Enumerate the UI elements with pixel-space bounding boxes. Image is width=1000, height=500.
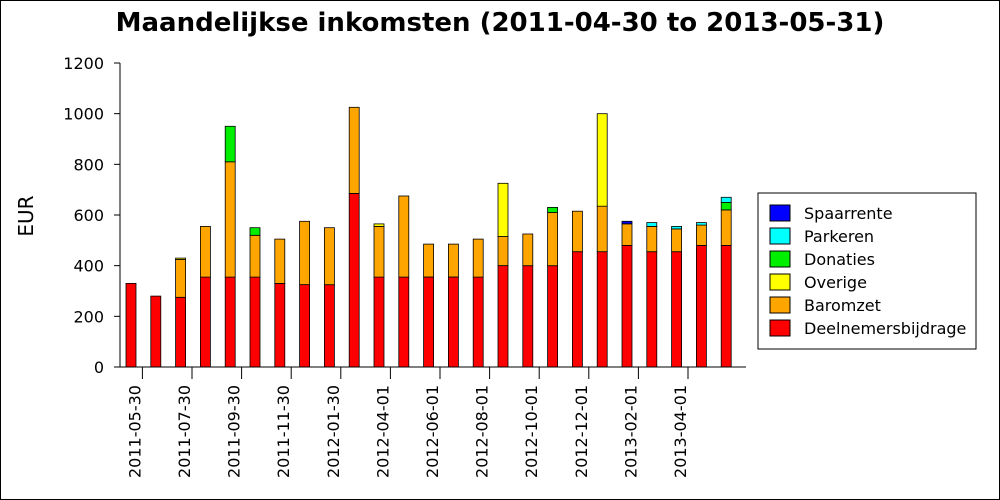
bar-baromzet-2011-08-30: [224, 161, 236, 278]
legend-swatch-overige: [769, 273, 791, 291]
bar-baromzet-2011-10-30: [274, 238, 286, 284]
bar-deelnemersbijdrage-2011-11-30: [299, 284, 311, 368]
bar-baromzet-2013-02-01: [646, 225, 658, 253]
bar-donaties-2011-09-30: [249, 227, 261, 236]
bar-deelnemersbijdrage-2012-08-01: [497, 265, 509, 368]
bar-deelnemersbijdrage-2013-03-01: [671, 251, 682, 368]
x-tick-label: 2012-12-01: [572, 385, 591, 478]
bar-spaarrente-2013-01-01: [621, 220, 633, 225]
bar-baromzet-2012-12-01: [596, 205, 608, 253]
bar-donaties-2011-08-30: [224, 125, 236, 163]
y-tick-label: 800: [73, 155, 104, 174]
x-tick-label: 2011-09-30: [225, 385, 244, 478]
x-tick-label: 2012-04-01: [373, 385, 392, 478]
bar-deelnemersbijdrage-2013-05-01: [720, 244, 732, 368]
legend-label-donaties: Donaties: [804, 250, 875, 269]
bar-deelnemersbijdrage-2012-05-01: [423, 276, 435, 368]
bar-baromzet-2011-09-30: [249, 234, 261, 278]
bar-overige-2011-06-30: [175, 257, 187, 260]
legend-box: [757, 192, 977, 350]
bar-donaties-2012-10-01: [547, 206, 558, 213]
bar-baromzet-2012-03-01: [373, 225, 385, 278]
bar-overige-2012-08-01: [497, 182, 509, 237]
bar-baromzet-2013-04-01: [696, 224, 707, 246]
bar-deelnemersbijdrage-2013-01-01: [621, 244, 633, 368]
bar-parkeren-2013-04-01: [696, 222, 707, 226]
y-tick-label: 200: [73, 307, 104, 326]
x-tick-label: 2013-04-01: [671, 385, 690, 478]
bar-overige-2012-03-01: [373, 223, 385, 227]
legend-label-baromzet: Baromzet: [804, 296, 881, 315]
bar-donaties-2013-05-01: [720, 201, 732, 211]
x-tick-label: 2012-06-01: [423, 385, 442, 478]
bar-deelnemersbijdrage-2011-12-30: [323, 284, 335, 368]
bar-deelnemersbijdrage-2012-12-01: [596, 251, 608, 368]
bar-deelnemersbijdrage-2011-10-30: [274, 282, 286, 368]
bars-layer: [125, 106, 732, 368]
bar-overige-2012-12-01: [596, 113, 608, 207]
bar-deelnemersbijdrage-2011-09-30: [249, 276, 261, 368]
legend-label-deelnemersbijdrage: Deelnemersbijdrage: [804, 319, 966, 338]
legend-swatch-parkeren: [769, 227, 791, 245]
bar-baromzet-2012-04-01: [398, 195, 410, 278]
y-tick-label: 400: [73, 257, 104, 276]
bar-deelnemersbijdrage-2011-07-30: [199, 276, 211, 368]
bar-baromzet-2013-05-01: [720, 209, 732, 246]
bar-parkeren-2013-05-01: [720, 196, 732, 203]
y-tick-label: 1200: [63, 54, 104, 73]
bar-baromzet-2012-10-01: [547, 212, 558, 267]
bar-baromzet-2013-01-01: [621, 223, 633, 246]
bar-baromzet-2011-12-30: [323, 227, 335, 286]
x-tick-label: 2011-11-30: [274, 385, 293, 478]
bar-baromzet-2012-11-01: [572, 210, 583, 253]
x-tick-label: 2012-01-30: [324, 385, 343, 478]
bar-deelnemersbijdrage-2011-08-30: [224, 276, 236, 368]
x-tick-label: 2012-10-01: [522, 385, 541, 478]
bar-deelnemersbijdrage-2012-11-01: [572, 251, 583, 368]
bar-deelnemersbijdrage-2011-06-30: [175, 296, 187, 368]
y-tick-label: 600: [73, 206, 104, 225]
legend-label-overige: Overige: [804, 273, 867, 292]
bar-baromzet-2011-11-30: [299, 220, 311, 286]
x-tick-label: 2012-08-01: [473, 385, 492, 478]
axes-layer: 0 200 400 600 800 1000 1200 2011-05-30 2011-07-3…: [63, 54, 746, 478]
bar-deelnemersbijdrage-2011-04-30: [125, 282, 137, 368]
bar-deelnemersbijdrage-2012-06-01: [447, 276, 459, 368]
chart-title: Maandelijkse inkomsten (2011-04-30 to 20…: [115, 8, 885, 38]
legend-swatch-donaties: [769, 250, 791, 268]
bar-baromzet-2013-03-01: [671, 228, 682, 253]
bar-baromzet-2011-06-30: [175, 258, 187, 298]
bar-parkeren-2013-03-01: [671, 225, 682, 230]
x-tick-label: 2011-07-30: [175, 385, 194, 478]
legend: Spaarrente Parkeren Donaties Overige Baromze…: [757, 192, 977, 350]
bar-baromzet-2012-05-01: [423, 243, 435, 278]
bar-deelnemersbijdrage-2012-10-01: [547, 265, 558, 368]
y-tick-label: 1000: [63, 105, 104, 124]
bar-deelnemersbijdrage-2013-02-01: [646, 251, 658, 368]
y-axis-label: EUR: [14, 195, 38, 236]
bar-baromzet-2011-07-30: [199, 225, 211, 278]
bar-baromzet-2012-01-30: [348, 106, 360, 194]
bar-deelnemersbijdrage-2011-05-30: [150, 295, 162, 368]
bar-deelnemersbijdrage-2012-07-01: [472, 276, 484, 368]
bar-parkeren-2013-02-01: [646, 222, 658, 227]
bar-deelnemersbijdrage-2012-03-01: [373, 276, 385, 368]
bar-baromzet-2012-09-01: [522, 233, 534, 267]
x-tick-label: 2011-05-30: [125, 385, 144, 478]
bar-baromzet-2012-08-01: [497, 236, 509, 267]
bar-deelnemersbijdrage-2012-01-30: [348, 193, 360, 368]
legend-label-spaarrente: Spaarrente: [804, 204, 893, 223]
legend-swatch-spaarrente: [769, 204, 791, 222]
bar-deelnemersbijdrage-2012-04-01: [398, 276, 410, 368]
y-tick-label: 0: [94, 358, 104, 377]
x-tick-label: 2013-02-01: [621, 385, 640, 478]
legend-label-parkeren: Parkeren: [804, 227, 874, 246]
bar-baromzet-2012-06-01: [447, 243, 459, 278]
legend-swatch-baromzet: [769, 296, 791, 314]
legend-swatch-deelnemersbijdrage: [769, 319, 791, 337]
bar-deelnemersbijdrage-2013-04-01: [696, 244, 707, 368]
bar-baromzet-2012-07-01: [472, 238, 484, 278]
bar-deelnemersbijdrage-2012-09-01: [522, 265, 534, 368]
